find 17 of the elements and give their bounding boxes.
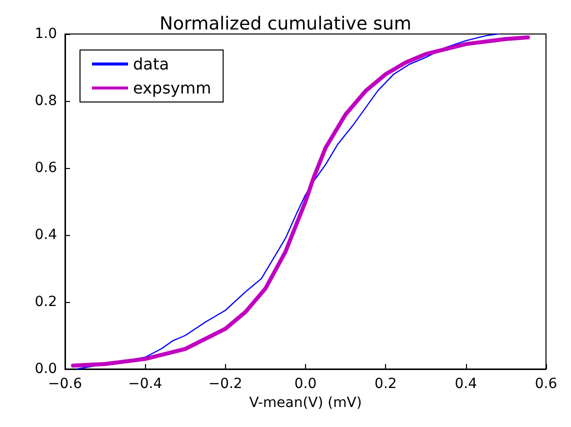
x-tick-label: −0.2 [208, 376, 242, 392]
x-tick-label: 0.6 [534, 376, 558, 392]
x-tick-label: 0.0 [294, 376, 317, 392]
x-tick-label: 0.4 [454, 376, 478, 392]
x-axis-title: V-mean(V) (mV) [249, 394, 362, 411]
x-tick-label: −0.4 [128, 376, 162, 392]
y-tick-label: 0.8 [34, 93, 57, 109]
y-tick-label: 0.4 [34, 227, 58, 243]
y-tick-label: 0.6 [34, 160, 58, 176]
x-tick-label: −0.6 [48, 376, 82, 392]
y-tick-label: 0.0 [34, 361, 57, 377]
y-tick-label: 1.0 [34, 26, 57, 42]
legend-label: expsymm [133, 78, 212, 98]
chart-title: Normalized cumulative sum [160, 14, 412, 34]
legend-label: data [133, 54, 170, 74]
x-tick-label: 0.2 [374, 376, 397, 392]
y-tick-label: 0.2 [34, 294, 57, 310]
